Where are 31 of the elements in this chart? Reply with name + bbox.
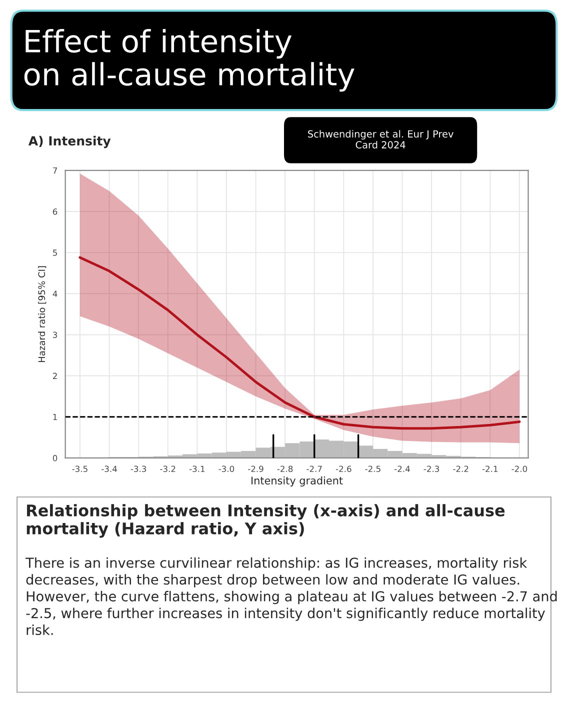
chart-title: Effect of intensity on all-cause mortality	[24, 29, 354, 92]
x-tick-label: -2.9	[248, 466, 264, 472]
x-tick-label: -2.1	[482, 466, 498, 472]
x-tick-label: -2.3	[424, 466, 440, 472]
y-tick-label: 5	[53, 250, 57, 256]
x-tick-label: -2.6	[336, 466, 352, 472]
chart-subtitle: A) Intensity	[28, 136, 111, 148]
x-axis-title: Intensity gradient	[252, 476, 343, 487]
x-tick-label: -3.3	[130, 466, 146, 472]
x-tick-label: -2.5	[365, 466, 380, 472]
y-tick-label: 3	[53, 332, 58, 338]
x-tick-label: -2.4	[394, 466, 410, 472]
x-tick-label: -2.2	[453, 466, 468, 472]
x-tick-label: -3.2	[160, 466, 176, 472]
text: There is an inverse curvilinear relationship: as IG increases, mortality risk decreases, with the sharpest drop between low and moderate IG values. However, the curve flattens, showing a plateau at IG values between -2.7 and -2.5, where further increases in intensity don't significantly reduce mortality risk.	[26, 557, 557, 636]
text: Relationship between Intensity (x-axis) and all-cause mortality (Hazard ratio, Y axis)	[26, 504, 505, 538]
y-tick-label: 2	[52, 372, 57, 379]
x-tick-label: -3.5	[72, 466, 88, 472]
x-tick-label: -3.1	[189, 466, 205, 472]
y-tick-label: 7	[53, 167, 57, 174]
y-axis-title: Hazard ratio [95% CI]	[38, 266, 46, 362]
x-tick-label: -3.0	[218, 466, 234, 472]
y-tick-label: 1	[53, 414, 57, 420]
x-tick-label: -2.0	[512, 466, 528, 472]
y-tick-label: 0	[52, 454, 58, 462]
x-tick-label: -2.7	[306, 466, 322, 472]
x-tick-label: -3.4	[102, 466, 117, 472]
y-tick-label: 6	[52, 208, 58, 215]
y-tick-label: 4	[52, 290, 58, 297]
text: Schwendinger et al. Eur J Prev Card 2024	[308, 130, 454, 148]
x-tick-label: -2.8	[277, 466, 293, 472]
